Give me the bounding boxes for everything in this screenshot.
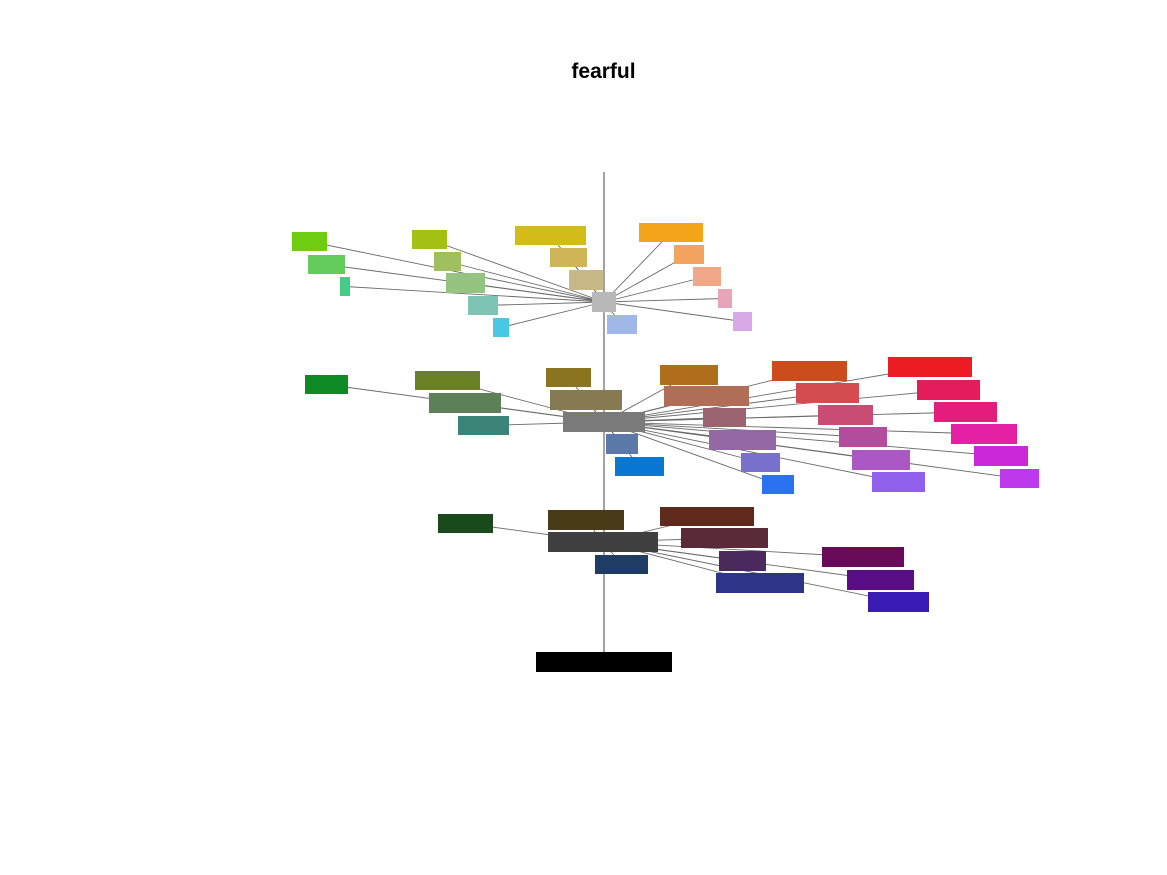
color-node	[468, 296, 498, 315]
edge-level-3	[603, 298, 726, 303]
color-node	[733, 312, 752, 331]
edge-level-3	[482, 301, 605, 306]
color-node	[681, 528, 768, 548]
color-node	[515, 226, 586, 245]
color-node	[660, 507, 754, 526]
color-node	[872, 472, 925, 492]
color-node	[438, 514, 493, 533]
color-node	[839, 427, 887, 447]
edge-level-3	[309, 241, 605, 303]
color-node	[340, 277, 350, 296]
nodes-layer	[292, 223, 1039, 672]
chart-title: fearful	[571, 60, 636, 83]
edge-level-3	[603, 276, 708, 303]
edge-level-3	[500, 301, 605, 328]
color-node	[796, 383, 859, 403]
color-node	[615, 457, 664, 476]
color-node	[639, 223, 703, 242]
color-node	[550, 248, 587, 267]
edge-level-2	[603, 389, 949, 423]
color-node	[429, 393, 501, 413]
color-node	[951, 424, 1017, 444]
color-node	[550, 390, 622, 410]
color-node	[607, 315, 637, 334]
edge-level-3	[603, 301, 743, 322]
color-node	[762, 475, 794, 494]
color-node	[868, 592, 929, 612]
color-node	[847, 570, 914, 590]
edge-level-2	[603, 421, 985, 435]
edge-level-2	[603, 421, 864, 438]
color-node	[415, 371, 480, 390]
color-node	[548, 510, 624, 530]
color-node	[674, 245, 704, 264]
color-node	[772, 361, 847, 381]
color-node	[888, 357, 972, 377]
color-node	[546, 368, 591, 387]
color-node	[934, 402, 997, 422]
color-node	[709, 430, 776, 450]
edge-level-3	[603, 232, 672, 303]
color-node	[818, 405, 873, 425]
edge-level-2	[603, 366, 931, 423]
edge-level-2	[603, 421, 779, 485]
color-node	[852, 450, 910, 470]
edge-level-3	[465, 282, 605, 303]
color-node	[660, 365, 718, 385]
color-node	[292, 232, 327, 251]
color-node	[822, 547, 904, 567]
color-node	[1000, 469, 1039, 488]
color-node	[458, 416, 509, 435]
color-node	[305, 375, 348, 394]
edge-level-3	[429, 239, 605, 303]
edge-level-2	[603, 411, 966, 423]
edge-level-2	[603, 421, 1002, 457]
color-node	[716, 573, 804, 593]
color-node	[917, 380, 980, 400]
edge-level-3	[447, 261, 605, 303]
color-node	[595, 555, 648, 574]
color-node	[693, 267, 721, 286]
color-node	[308, 255, 345, 274]
color-node	[719, 551, 766, 571]
color-node	[446, 273, 485, 293]
root-node	[536, 652, 672, 672]
color-node	[664, 386, 749, 406]
color-node	[606, 434, 638, 454]
edge-level-3	[344, 286, 605, 303]
hub-node-level-1	[548, 532, 658, 552]
hub-node-level-3	[592, 292, 616, 312]
edge-level-2	[603, 421, 899, 483]
color-node	[718, 289, 732, 308]
hub-node-level-2	[563, 412, 645, 432]
color-node	[493, 318, 509, 337]
color-node	[434, 252, 461, 271]
edge-level-2	[603, 421, 1020, 479]
color-node	[569, 270, 603, 290]
color-node	[741, 453, 780, 472]
color-node	[412, 230, 447, 249]
color-node	[974, 446, 1028, 466]
color-node	[703, 408, 746, 427]
